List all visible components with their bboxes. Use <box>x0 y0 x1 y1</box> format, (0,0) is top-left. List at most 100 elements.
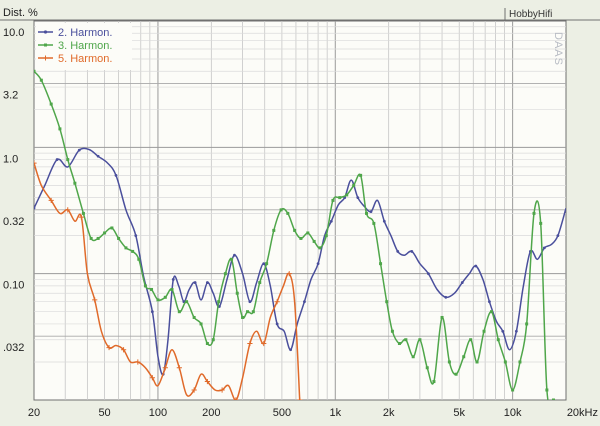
data-point <box>551 398 555 400</box>
data-point <box>233 397 239 400</box>
legend-label: 5. Harmon. <box>58 53 112 65</box>
data-point <box>532 211 536 215</box>
data-point <box>177 310 181 314</box>
data-point <box>293 228 297 232</box>
data-point <box>286 211 290 215</box>
data-point <box>274 299 280 305</box>
data-point <box>556 234 560 238</box>
data-point <box>299 236 303 240</box>
data-point <box>48 197 54 204</box>
y-tick-label: .032 <box>3 342 24 354</box>
data-point <box>149 375 155 381</box>
data-point <box>131 249 135 253</box>
data-point <box>78 214 84 220</box>
legend-marker <box>44 43 47 47</box>
data-point <box>303 300 306 304</box>
series-layer <box>34 69 566 400</box>
data-point <box>233 253 236 257</box>
data-point <box>235 291 239 295</box>
data-point <box>265 262 269 266</box>
data-point <box>511 388 515 392</box>
data-point <box>503 360 507 364</box>
data-point <box>162 365 168 371</box>
data-point <box>286 271 292 277</box>
data-point <box>219 387 225 393</box>
data-point <box>96 236 100 240</box>
data-point <box>488 300 491 304</box>
data-point <box>379 262 383 266</box>
data-point <box>545 388 549 392</box>
data-point <box>191 387 197 393</box>
data-point <box>352 183 356 187</box>
y-tick-label: 10.0 <box>3 27 24 39</box>
data-point <box>103 231 107 235</box>
data-point <box>324 234 328 238</box>
data-point <box>279 208 283 212</box>
data-point <box>204 378 210 385</box>
data-point <box>272 228 276 232</box>
data-point <box>73 181 77 185</box>
x-tick-label: 20 <box>28 407 40 419</box>
data-point <box>539 221 543 225</box>
data-point <box>247 340 253 347</box>
legend-marker <box>43 30 48 34</box>
data-point <box>318 246 322 250</box>
data-point <box>518 360 522 364</box>
grid-lines <box>34 21 566 400</box>
data-point <box>171 278 175 281</box>
data-point <box>316 262 320 266</box>
data-point <box>77 148 81 152</box>
data-point <box>34 69 36 73</box>
data-point <box>454 372 458 376</box>
data-point <box>81 211 85 215</box>
watermark: DAAS <box>552 32 564 66</box>
data-point <box>211 338 215 342</box>
data-point <box>163 295 167 299</box>
data-point <box>501 329 505 333</box>
data-point <box>444 295 448 299</box>
data-point <box>143 284 147 288</box>
data-point <box>230 257 234 261</box>
data-point <box>331 198 335 202</box>
data-point <box>110 226 114 230</box>
data-point <box>34 160 37 166</box>
data-point <box>482 329 486 333</box>
data-point <box>372 221 376 225</box>
x-tick-label: 50 <box>98 407 110 419</box>
data-point <box>251 310 255 314</box>
data-point <box>404 338 408 342</box>
data-point <box>514 329 518 333</box>
data-point <box>359 173 363 177</box>
data-point <box>120 347 127 353</box>
data-point <box>496 338 500 342</box>
data-point <box>262 262 266 266</box>
series-2-harmon <box>34 147 566 376</box>
data-point <box>418 338 422 342</box>
data-point <box>176 365 182 371</box>
data-point <box>440 315 444 319</box>
data-point <box>410 250 414 253</box>
x-tick-label: 100 <box>149 407 167 419</box>
data-point <box>223 272 227 276</box>
x-tick-label: 500 <box>273 407 291 419</box>
data-point <box>137 257 141 261</box>
data-point <box>124 246 128 250</box>
x-tick-label: 2k <box>383 407 395 419</box>
data-point <box>462 355 466 359</box>
data-point <box>275 322 279 326</box>
data-point <box>205 342 209 346</box>
data-point <box>447 360 451 364</box>
plot-area <box>33 20 567 401</box>
data-point <box>329 219 333 223</box>
data-point <box>425 366 429 370</box>
data-point <box>192 315 196 319</box>
series-3-harmon <box>34 69 555 400</box>
x-tick-label: 1k <box>329 407 341 419</box>
data-point <box>199 322 203 326</box>
data-point <box>469 338 473 342</box>
data-point <box>134 234 138 238</box>
x-tick-label: 20kHz <box>567 407 598 419</box>
data-point <box>241 315 245 319</box>
data-point <box>297 397 303 400</box>
